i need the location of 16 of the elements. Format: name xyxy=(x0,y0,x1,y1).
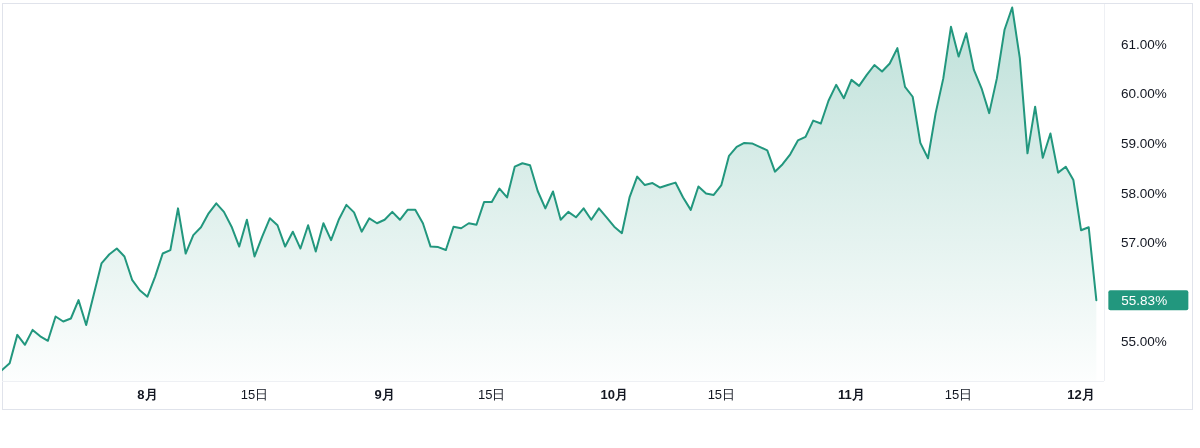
x-tick-label: 9月 xyxy=(374,386,395,402)
y-tick-label: 61.00% xyxy=(1121,36,1167,52)
x-tick-label: 8月 xyxy=(137,386,158,402)
y-tick-label: 57.00% xyxy=(1121,234,1167,250)
y-tick-label: 55.00% xyxy=(1121,333,1167,349)
x-tick-label: 11月 xyxy=(838,386,865,402)
annotation: 55.83% xyxy=(1121,292,1168,308)
x-tick-label: 15日 xyxy=(944,386,973,402)
y-tick-label: 59.00% xyxy=(1121,135,1167,151)
y-tick-label: 60.00% xyxy=(1121,85,1167,101)
x-tick-label: 15日 xyxy=(478,386,506,402)
x-tick-label: 12月 xyxy=(1067,386,1095,402)
y-tick-label: 58.00% xyxy=(1121,185,1167,200)
x-tick-label: 15日 xyxy=(707,386,736,402)
x-tick-label: 10月 xyxy=(600,386,628,402)
x-tick-label: 15日 xyxy=(240,386,269,402)
